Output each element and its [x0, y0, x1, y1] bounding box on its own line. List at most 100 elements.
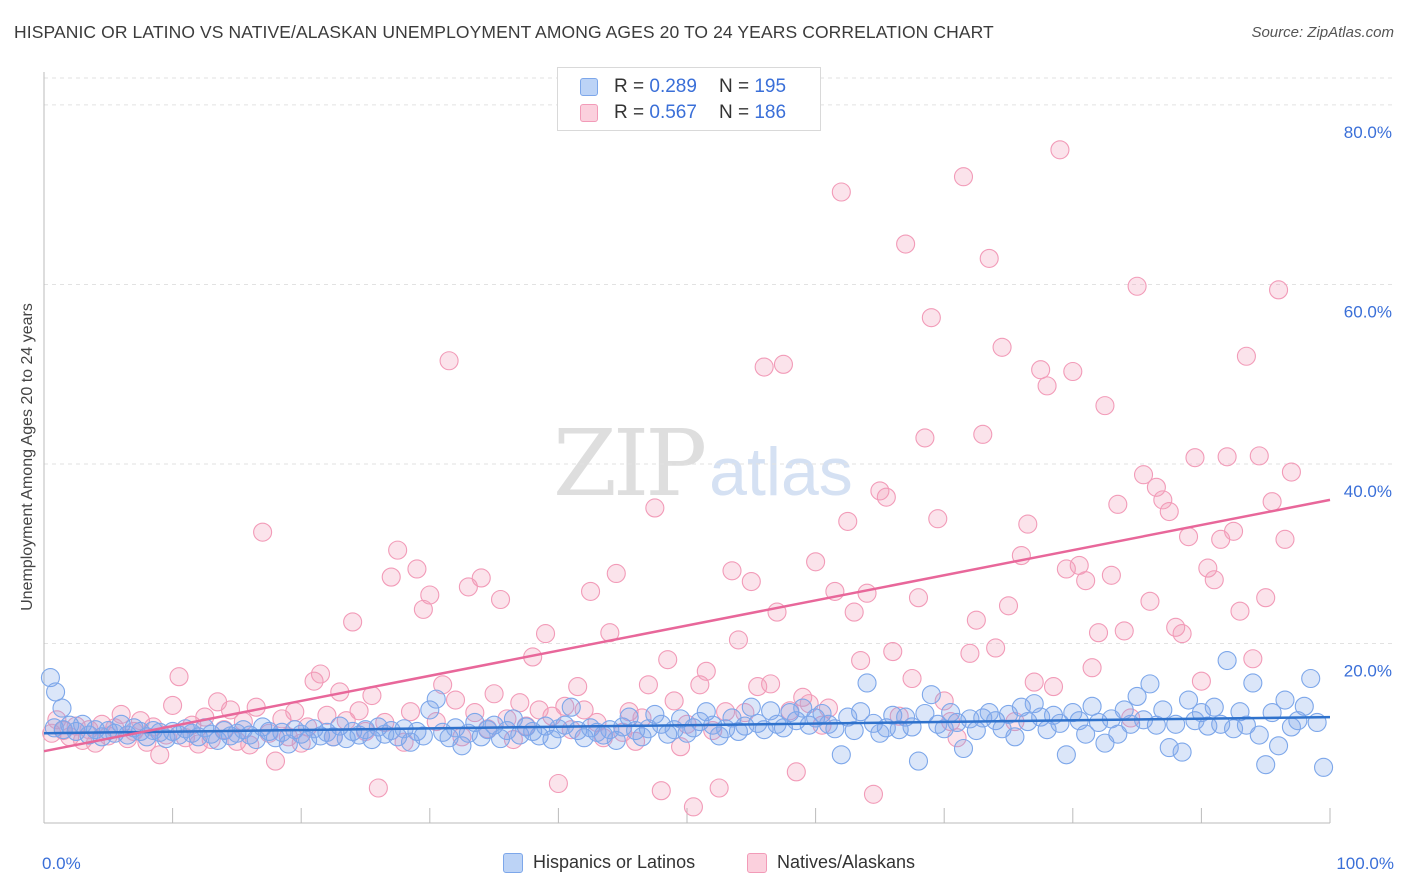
hispanic-point — [1211, 714, 1231, 734]
native-point — [471, 568, 491, 588]
hispanic-point — [908, 751, 929, 771]
hispanic-point — [420, 700, 440, 720]
hispanic-trend-line — [43, 715, 1331, 735]
stats-row-hispanic: R = 0.289 N = 195 — [580, 75, 786, 99]
hispanic-point — [1140, 674, 1160, 694]
native-point — [111, 704, 131, 724]
native-point — [1249, 446, 1269, 466]
native-point — [606, 563, 626, 584]
native-point — [568, 677, 588, 697]
native-point — [960, 643, 980, 663]
hispanic-point — [1288, 711, 1308, 731]
n-value: 195 — [754, 76, 787, 97]
native-point — [150, 745, 170, 765]
native-point — [696, 661, 716, 681]
native-point — [709, 778, 729, 798]
hispanic-point — [1217, 650, 1237, 671]
hispanic-point — [953, 738, 974, 759]
hispanic-point — [1108, 724, 1128, 744]
hispanic-point — [368, 717, 388, 737]
hispanic-point — [298, 730, 318, 750]
native-point — [1256, 588, 1276, 608]
hispanic-point — [741, 697, 761, 717]
hispanic-point — [1050, 713, 1070, 733]
native-point — [1153, 490, 1173, 510]
native-point — [1024, 672, 1044, 692]
native-point — [761, 674, 781, 694]
stats-row-native: R = 0.567 N = 186 — [580, 101, 786, 125]
native-point — [902, 668, 922, 689]
native-point — [1127, 276, 1147, 296]
native-legend-swatch — [747, 852, 767, 873]
native-point — [439, 351, 459, 371]
native-point — [844, 602, 864, 622]
native-point — [1281, 462, 1301, 482]
native-point — [915, 428, 935, 448]
hispanic-point — [40, 668, 60, 688]
native-point — [1082, 658, 1102, 678]
hispanic-point — [1301, 668, 1321, 689]
hispanic-point — [362, 729, 382, 750]
hispanic-point — [542, 729, 562, 750]
native-point — [433, 675, 453, 695]
hispanic-point — [799, 715, 819, 735]
native-point — [1114, 621, 1134, 641]
hispanic-point — [851, 702, 871, 722]
native-point — [786, 762, 806, 782]
hispanic-point — [1076, 724, 1096, 744]
hispanic-point — [786, 711, 806, 731]
r-label: R = — [614, 76, 645, 97]
native-point — [1076, 571, 1096, 591]
native-point — [1275, 529, 1295, 549]
hispanic-point — [921, 685, 941, 705]
n-value: 186 — [754, 102, 787, 123]
native-point — [664, 691, 684, 711]
native-point — [310, 664, 331, 684]
hispanic-point — [902, 717, 922, 737]
native-point — [465, 703, 485, 723]
hispanic-point — [1294, 696, 1314, 716]
native-point — [1185, 448, 1205, 468]
native-point — [806, 552, 826, 572]
native-point — [1088, 623, 1109, 643]
hispanic-point — [66, 721, 86, 741]
hispanic-point — [1082, 696, 1102, 716]
native-point — [1224, 521, 1244, 541]
hispanic-point — [793, 698, 813, 718]
y-tick-label: 80.0% — [1344, 123, 1392, 142]
source-credit: Source: ZipAtlas.com — [1251, 24, 1394, 41]
hispanic-point — [46, 682, 66, 702]
native-point — [992, 337, 1012, 357]
native-point — [863, 784, 884, 804]
native-point — [580, 581, 601, 601]
y-axis-label: Unemployment Among Ages 20 to 24 years — [19, 303, 36, 611]
trend-lines — [43, 498, 1331, 753]
native-point — [651, 781, 671, 801]
legend-item-native[interactable]: Natives/Alaskans — [747, 852, 915, 873]
hispanic-point — [574, 728, 594, 748]
axes — [43, 72, 1331, 824]
gridlines — [44, 77, 1392, 644]
hispanic-point — [1172, 742, 1192, 762]
native-point — [928, 509, 948, 529]
hispanic-point — [1224, 719, 1244, 739]
legend-item-hispanic[interactable]: Hispanics or Latinos — [503, 852, 695, 873]
native-point — [1243, 649, 1263, 669]
native-point — [973, 424, 993, 444]
r-value: 0.289 — [649, 76, 697, 97]
chart-title: HISPANIC OR LATINO VS NATIVE/ALASKAN UNE… — [14, 22, 994, 42]
hispanic-point — [870, 723, 890, 743]
y-tick-label: 60.0% — [1344, 302, 1392, 321]
hispanic-point — [1314, 757, 1334, 777]
hispanic-point — [548, 719, 568, 739]
hispanic-point — [426, 689, 446, 709]
native-point — [857, 583, 877, 603]
hispanic-point — [156, 729, 176, 749]
tick-labels: 20.0% 40.0% 60.0% 80.0% 0.0% 100.0% — [42, 123, 1394, 873]
native-point — [1037, 376, 1057, 396]
native-point — [246, 697, 266, 717]
y-tick-label: 40.0% — [1344, 482, 1392, 501]
native-point — [1198, 558, 1218, 578]
native-point — [343, 612, 363, 632]
native-point — [1101, 565, 1121, 585]
